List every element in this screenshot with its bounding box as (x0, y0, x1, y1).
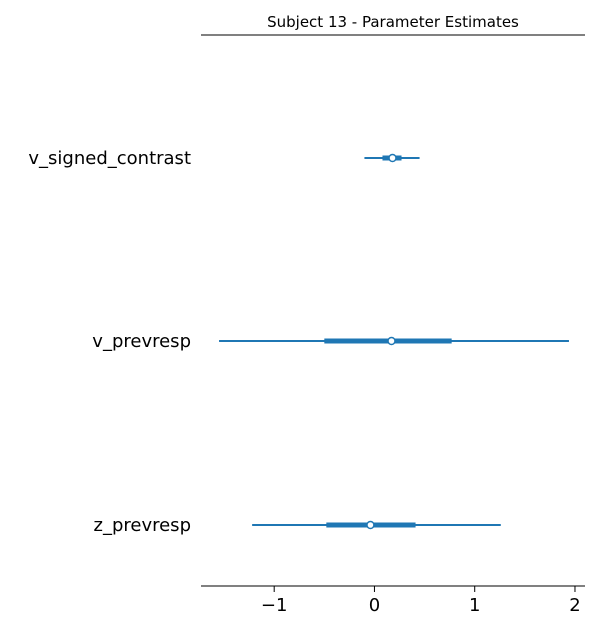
mean-point (387, 336, 396, 346)
mean-point (366, 520, 375, 530)
parameter-label: v_signed_contrast (28, 148, 191, 169)
x-ticks: −1 0 1 2 (261, 586, 581, 616)
x-tick-label: 2 (569, 595, 580, 616)
mean-point (388, 153, 397, 163)
x-tick-label: 1 (469, 595, 480, 616)
x-tick-label: 0 (369, 595, 380, 616)
chart-title: Subject 13 - Parameter Estimates (267, 13, 519, 31)
x-tick-label: −1 (261, 595, 288, 616)
parameter-rows: v_signed_contrast v_prevresp z_prevresp (28, 148, 569, 536)
parameter-label: v_prevresp (92, 331, 191, 352)
parameter-label: z_prevresp (94, 515, 192, 536)
